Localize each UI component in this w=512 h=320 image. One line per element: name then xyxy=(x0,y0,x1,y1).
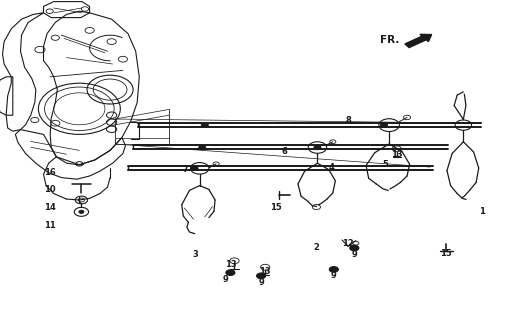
Text: 8: 8 xyxy=(345,116,351,125)
Text: 6: 6 xyxy=(281,147,287,156)
Text: 10: 10 xyxy=(45,185,56,194)
Text: 1: 1 xyxy=(479,207,485,216)
Circle shape xyxy=(191,166,198,171)
Text: FR.: FR. xyxy=(380,35,399,45)
FancyArrow shape xyxy=(405,34,432,48)
Text: 7: 7 xyxy=(182,165,188,174)
Text: 11: 11 xyxy=(45,221,56,230)
Circle shape xyxy=(314,145,321,150)
Text: 3: 3 xyxy=(193,250,199,259)
Circle shape xyxy=(226,270,235,276)
Text: 13: 13 xyxy=(225,260,236,269)
Text: 5: 5 xyxy=(382,160,388,169)
Circle shape xyxy=(257,273,266,279)
Text: 2: 2 xyxy=(313,243,319,252)
Circle shape xyxy=(350,245,359,251)
Circle shape xyxy=(201,123,208,127)
Text: 12: 12 xyxy=(343,239,354,248)
Text: 13: 13 xyxy=(391,150,402,159)
Text: 14: 14 xyxy=(45,203,56,212)
Circle shape xyxy=(329,267,338,272)
Circle shape xyxy=(199,145,206,150)
Text: 9: 9 xyxy=(258,278,264,287)
Text: 13: 13 xyxy=(260,267,271,276)
Text: 4: 4 xyxy=(329,163,335,172)
Text: 9: 9 xyxy=(351,250,357,259)
Circle shape xyxy=(79,210,84,213)
Circle shape xyxy=(380,123,388,127)
Text: 15: 15 xyxy=(440,249,451,258)
Text: 15: 15 xyxy=(270,203,281,212)
Text: 16: 16 xyxy=(45,168,56,177)
Text: 9: 9 xyxy=(331,271,337,280)
Text: 9: 9 xyxy=(222,275,228,284)
